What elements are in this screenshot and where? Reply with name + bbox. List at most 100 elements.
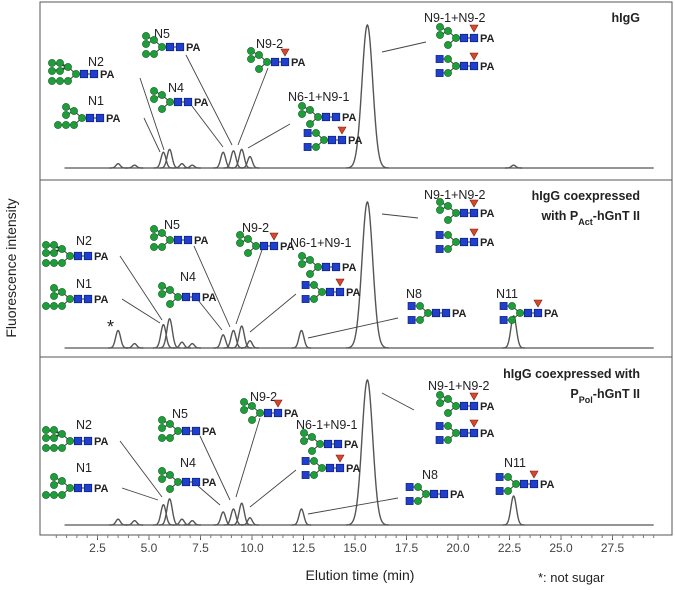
glcnac	[323, 439, 333, 449]
mannose	[58, 302, 66, 310]
glycan-icon: PA	[158, 467, 217, 493]
fucose	[529, 470, 539, 479]
glycan-tag: PA	[480, 61, 495, 73]
glcnac	[529, 479, 539, 489]
leader-line	[235, 249, 263, 325]
glycan-icon: PA	[436, 391, 495, 417]
peak-label: N9-2	[242, 221, 269, 235]
mannose	[50, 434, 58, 442]
glycan-tag: PA	[202, 292, 217, 304]
glcnac	[469, 33, 479, 43]
glcnac	[435, 55, 444, 63]
glcnac	[191, 292, 201, 302]
peak-label: N9-1+N9-2	[424, 11, 486, 25]
mannose	[42, 444, 50, 452]
mannose	[252, 242, 260, 250]
peak	[183, 342, 201, 349]
glcnac	[270, 57, 280, 67]
glcnac	[325, 463, 335, 473]
mannose	[66, 437, 74, 445]
mannose	[42, 259, 50, 267]
glycan-icon: PA	[495, 470, 555, 495]
leader-line	[249, 293, 297, 333]
glcnac	[175, 42, 185, 52]
x-tick-label: 27.5	[601, 541, 625, 555]
mannose	[58, 477, 66, 485]
mannose	[70, 107, 78, 115]
mannose	[142, 50, 150, 58]
glcnac	[263, 408, 273, 418]
glcnac	[459, 208, 469, 218]
x-tick-label: 12.5	[292, 541, 316, 555]
mannose	[298, 252, 306, 260]
plot-frame	[39, 1, 673, 536]
leader-line	[247, 123, 291, 149]
glcnac	[469, 237, 479, 247]
mannose	[64, 63, 72, 71]
glcnac	[407, 316, 416, 324]
mannose	[310, 471, 318, 479]
glcnac	[331, 112, 341, 122]
leader-line	[307, 497, 399, 515]
leader-line	[139, 77, 165, 151]
mannose	[48, 77, 56, 85]
peak-label: N1	[76, 277, 92, 291]
peak	[502, 495, 525, 526]
peak-label: N11	[504, 456, 526, 470]
mannose	[166, 434, 174, 442]
leader-line	[121, 298, 161, 324]
mannose	[414, 497, 422, 505]
mannose	[158, 416, 166, 424]
mannose	[240, 398, 248, 406]
glcnac	[73, 251, 83, 261]
peak-label: N5	[154, 27, 170, 41]
mannose	[310, 281, 318, 289]
glycan-tag: PA	[202, 477, 217, 489]
mannose	[444, 27, 452, 35]
fucose	[469, 419, 479, 428]
peak	[109, 163, 127, 169]
mannose	[306, 270, 314, 278]
peak-label: N9-2	[250, 390, 277, 404]
mannose	[255, 51, 263, 59]
peak	[125, 342, 144, 349]
peak	[153, 503, 174, 526]
mannose	[48, 67, 56, 75]
leader-line	[381, 392, 415, 411]
mannose	[436, 23, 444, 31]
mannose	[244, 235, 252, 243]
mannose	[300, 429, 308, 437]
glycan-icon: PA	[42, 284, 109, 310]
panel-title: hIgG	[612, 11, 640, 25]
glcnac	[431, 308, 441, 318]
fucose	[335, 278, 345, 287]
title-part: P	[570, 387, 578, 401]
peak	[158, 317, 181, 349]
glcnac	[335, 287, 345, 297]
mannose	[298, 260, 306, 268]
peak-label: N1	[88, 94, 104, 108]
leader-line	[199, 435, 231, 501]
panel-title: with PAct-hGnT II	[540, 209, 640, 227]
peak	[240, 155, 260, 169]
mannose	[312, 129, 320, 137]
peak	[231, 502, 252, 526]
leader-line	[143, 117, 161, 153]
glycan-icon: PA	[142, 32, 201, 58]
mannose	[56, 67, 64, 75]
glcnac	[191, 426, 201, 436]
glcnac	[73, 294, 83, 304]
fucose	[280, 48, 290, 57]
glycan-tag: PA	[348, 135, 363, 147]
glcnac	[533, 308, 543, 318]
glcnac	[469, 208, 479, 218]
glcnac	[459, 428, 469, 438]
mannose	[58, 245, 66, 253]
glcnac	[191, 477, 201, 487]
mannose	[516, 309, 524, 317]
mannose	[318, 288, 326, 296]
peak	[231, 325, 252, 349]
mannose	[158, 105, 166, 113]
leader-line	[249, 469, 297, 508]
mannose	[150, 50, 158, 58]
